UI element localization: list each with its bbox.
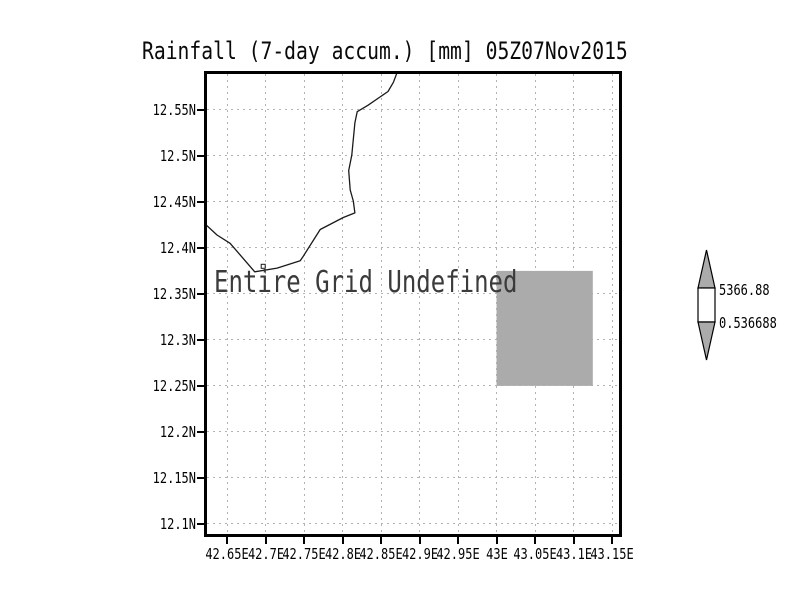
x-axis-tick-label: 42.8E: [324, 545, 361, 563]
y-axis-tick-label: 12.25N: [152, 376, 196, 395]
gridline-vertical: [496, 74, 498, 534]
y-axis-tick-label: 12.3N: [159, 330, 196, 349]
gridline-horizontal: [207, 247, 619, 249]
y-axis-tick: [197, 430, 204, 433]
x-axis-tick-label: 43E: [485, 545, 508, 563]
x-axis-tick: [380, 537, 383, 544]
x-axis-tick: [534, 537, 537, 544]
y-axis-tick: [197, 154, 204, 157]
gridline-horizontal: [207, 293, 619, 295]
gridline-vertical: [342, 74, 344, 534]
x-axis-tick: [418, 537, 421, 544]
gridline-horizontal: [207, 431, 619, 433]
gridline-horizontal: [207, 109, 619, 111]
map-layer: [207, 74, 593, 386]
gridline-horizontal: [207, 477, 619, 479]
x-axis-tick-label: 42.7E: [247, 545, 284, 563]
x-axis-tick: [264, 537, 267, 544]
x-axis-tick-label: 42.75E: [282, 545, 326, 563]
x-axis-tick-label: 43.15E: [590, 545, 634, 563]
x-axis-tick: [495, 537, 498, 544]
x-axis-tick-label: 42.9E: [401, 545, 438, 563]
y-axis-tick: [197, 292, 204, 295]
y-axis-tick-label: 12.2N: [159, 422, 196, 441]
x-axis-tick: [226, 537, 229, 544]
x-axis-tick: [341, 537, 344, 544]
island-marker-icon: [260, 263, 266, 269]
x-axis-tick-label: 43.05E: [513, 545, 557, 563]
gridline-horizontal: [207, 155, 619, 157]
y-axis-tick: [197, 522, 204, 525]
coastline: [207, 74, 398, 273]
x-axis-tick-label: 43.1E: [555, 545, 592, 563]
undefined-region-cell: [496, 270, 593, 386]
y-axis-tick: [197, 384, 204, 387]
y-axis-tick-label: 12.55N: [152, 100, 196, 119]
x-axis-tick: [303, 537, 306, 544]
x-axis-tick: [457, 537, 460, 544]
gridline-vertical: [419, 74, 421, 534]
gridline-vertical: [226, 74, 228, 534]
y-axis-tick: [197, 246, 204, 249]
gridline-vertical: [611, 74, 613, 534]
y-axis-tick: [197, 108, 204, 111]
y-axis-tick: [197, 338, 204, 341]
y-axis-tick-label: 12.5N: [159, 146, 196, 165]
x-axis-tick: [572, 537, 575, 544]
colorbar-min-label: 0.536688: [719, 314, 777, 332]
colorbar-max-label: 5366.88: [719, 281, 770, 299]
gridline-horizontal: [207, 385, 619, 387]
x-axis-tick-label: 42.65E: [205, 545, 249, 563]
y-axis-tick: [197, 200, 204, 203]
y-axis-tick-label: 12.4N: [159, 238, 196, 257]
y-axis-tick-label: 12.15N: [152, 468, 196, 487]
colorbar: [697, 249, 716, 361]
colorbar-box: [697, 287, 716, 323]
y-axis-tick-label: 12.45N: [152, 192, 196, 211]
y-axis-tick-label: 12.35N: [152, 284, 196, 303]
x-axis-tick-label: 42.85E: [359, 545, 403, 563]
gridline-horizontal: [207, 201, 619, 203]
gridline-vertical: [265, 74, 267, 534]
y-axis-tick-label: 12.1N: [159, 514, 196, 533]
annotation-undefined: Entire Grid Undefined: [214, 265, 518, 300]
gridline-horizontal: [207, 339, 619, 341]
x-axis-tick-label: 42.95E: [436, 545, 480, 563]
gridline-vertical: [457, 74, 459, 534]
plot-frame: [204, 71, 622, 537]
page-title: Rainfall (7-day accum.) [mm] 05Z07Nov201…: [142, 37, 628, 65]
colorbar-up-arrow-icon: [697, 249, 716, 289]
gridline-vertical: [303, 74, 305, 534]
gridline-horizontal: [207, 523, 619, 525]
y-axis-tick: [197, 476, 204, 479]
colorbar-down-arrow-icon: [697, 321, 716, 361]
x-axis-tick: [611, 537, 614, 544]
gridline-vertical: [380, 74, 382, 534]
